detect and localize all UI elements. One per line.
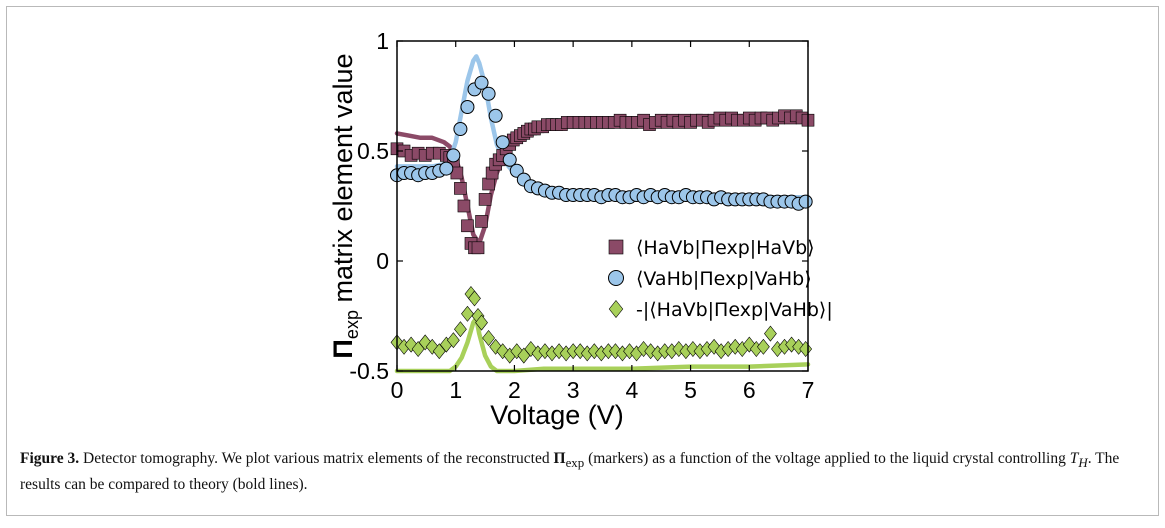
caption-text-1: Detector tomography. We plot various mat… [79, 450, 554, 467]
legend: ⟨HaVb|Πexp|HaVb⟩ ⟨VaHb|Πexp|VaHb⟩ -|⟨HaVb|… [608, 237, 833, 321]
legend-marker-diamond [608, 300, 624, 318]
x-tick-label: 0 [391, 377, 404, 403]
data-point-diamond-13 [468, 290, 481, 307]
legend-entry-3: -|⟨HaVb|Πexp|VaHb⟩| [636, 299, 833, 321]
caption-text-2: (markers) as a function of the voltage a… [584, 450, 1070, 467]
data-point-diamond-18 [496, 343, 510, 360]
legend-marker-circle [608, 270, 624, 286]
y-axis-title: Πexp matrix element value [328, 53, 362, 358]
y-axis-title-symbol: Π [328, 339, 358, 359]
data-point-square-18 [475, 215, 488, 228]
data-point-diamond-36 [623, 343, 636, 360]
y-tick-label: 0 [376, 248, 389, 274]
data-point-square-17 [471, 241, 485, 255]
caption-math-t: T [1069, 450, 1079, 467]
plot-area-border [396, 40, 809, 372]
figure-frame [6, 6, 1159, 516]
x-tick-label: 2 [508, 377, 521, 403]
y-tick-label: 1 [376, 28, 389, 54]
legend-entry-1: ⟨HaVb|Πexp|HaVb⟩ [636, 237, 815, 259]
data-point-diamond-39 [644, 343, 658, 360]
data-point-circle-17 [502, 152, 517, 167]
data-point-circle-13 [474, 75, 489, 90]
data-point-diamond-56 [764, 325, 777, 342]
legend-entry-2: ⟨VaHb|Πexp|VaHb⟩ [636, 268, 812, 290]
x-tick-label: 1 [449, 377, 462, 403]
chart-background [0, 0, 1165, 440]
axis-ticks: 0 1 2 3 4 5 6 7-0.500.51 [349, 28, 814, 403]
data-point-diamond-5 [418, 334, 432, 351]
caption-math-pi: Π [553, 450, 566, 467]
data-point-diamond-55 [756, 338, 770, 355]
data-markers [390, 75, 815, 364]
x-tick-label: 7 [802, 377, 815, 403]
data-point-circle-15 [488, 108, 503, 123]
data-point-diamond-9 [446, 332, 460, 349]
data-point-diamond-15 [475, 314, 488, 331]
data-point-circle-10 [453, 122, 468, 136]
figure-caption: Figure 3. Detector tomography. We plot v… [20, 448, 1145, 496]
theory-line-3 [394, 315, 811, 374]
data-point-circle-11 [460, 100, 475, 114]
data-point-diamond-43 [672, 341, 686, 357]
caption-text-3: . The results can be compared to theory … [20, 450, 1120, 494]
data-point-diamond-6 [425, 338, 439, 355]
data-point-diamond-10 [454, 321, 467, 338]
legend-marker-square [608, 239, 624, 255]
x-tick-label: 5 [684, 377, 697, 403]
data-point-diamond-16 [482, 330, 495, 346]
y-axis-title-rest: matrix element value [328, 53, 358, 310]
caption-math-t-sub: H [1078, 455, 1088, 471]
data-point-square-13 [457, 199, 471, 213]
data-point-square-19 [478, 193, 492, 206]
data-point-circle-59 [798, 194, 813, 209]
data-point-square-14 [461, 219, 474, 233]
x-tick-label: 6 [743, 377, 756, 403]
data-point-diamond-53 [742, 336, 756, 353]
caption-label: Figure 3. [20, 450, 80, 467]
data-point-diamond-22 [524, 341, 538, 357]
y-tick-label: 0.5 [357, 138, 389, 164]
data-point-diamond-60 [792, 338, 805, 355]
data-point-square-12 [454, 182, 467, 195]
y-axis-title-subscript: exp [342, 310, 362, 339]
data-point-square-20 [482, 177, 495, 191]
data-point-circle-14 [481, 86, 496, 101]
x-tick-label: 4 [625, 377, 638, 403]
data-point-diamond-11 [461, 305, 474, 322]
data-point-diamond-29 [573, 343, 587, 360]
y-tick-label: -0.5 [349, 358, 389, 384]
caption-math-sub: exp [565, 455, 585, 471]
chart: 0 1 2 3 4 5 6 7-0.500.51 Voltage (V) Πexp matri… [0, 0, 1165, 440]
data-point-circle-9 [446, 148, 461, 163]
x-tick-label: 3 [567, 377, 580, 403]
x-axis-title: Voltage (V) [490, 400, 624, 430]
data-point-circle-16 [495, 135, 510, 150]
data-point-circle-8 [439, 161, 454, 176]
